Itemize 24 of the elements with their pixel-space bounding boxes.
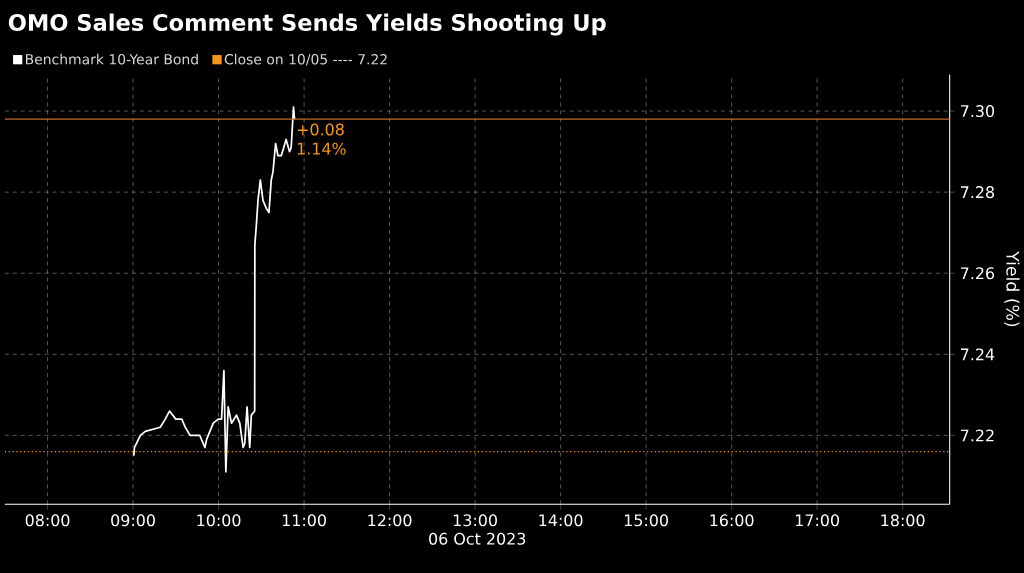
- x-axis-title: 06 Oct 2023: [429, 532, 526, 545]
- annotation: +0.08: [297, 123, 344, 136]
- x-tick-label: 14:00: [539, 514, 583, 527]
- y-tick-label: 7.26: [960, 267, 995, 280]
- y-tick-label: 7.22: [960, 429, 994, 442]
- x-tick-label: 11:00: [282, 514, 326, 527]
- line-series: [132, 106, 296, 473]
- x-tick-label: 18:00: [881, 514, 925, 527]
- x-tick-label: 16:00: [710, 514, 754, 527]
- legend-label: Benchmark 10-Year Bond: [26, 53, 198, 65]
- x-tick-label: 13:00: [453, 514, 497, 527]
- legend-label: Close on 10/05 ---- 7.22: [224, 53, 387, 66]
- y-tick-label: 7.30: [960, 105, 995, 118]
- x-tick-label: 15:00: [624, 514, 668, 527]
- x-tick-label: 17:00: [795, 514, 840, 527]
- x-tick-label: 08:00: [25, 514, 70, 527]
- y-tick-label: 7.24: [960, 348, 995, 361]
- x-tick-label: 12:00: [368, 514, 412, 527]
- y-tick-label: 7.28: [960, 186, 994, 199]
- x-tick-label: 10:00: [197, 514, 241, 527]
- chart-title: OMO Sales Comment Sends Yields Shooting Up: [8, 13, 606, 36]
- x-tick-label: 09:00: [111, 514, 155, 527]
- annotation: 1.14%: [297, 142, 346, 155]
- y-axis-title: Yield (%): [1004, 251, 1020, 327]
